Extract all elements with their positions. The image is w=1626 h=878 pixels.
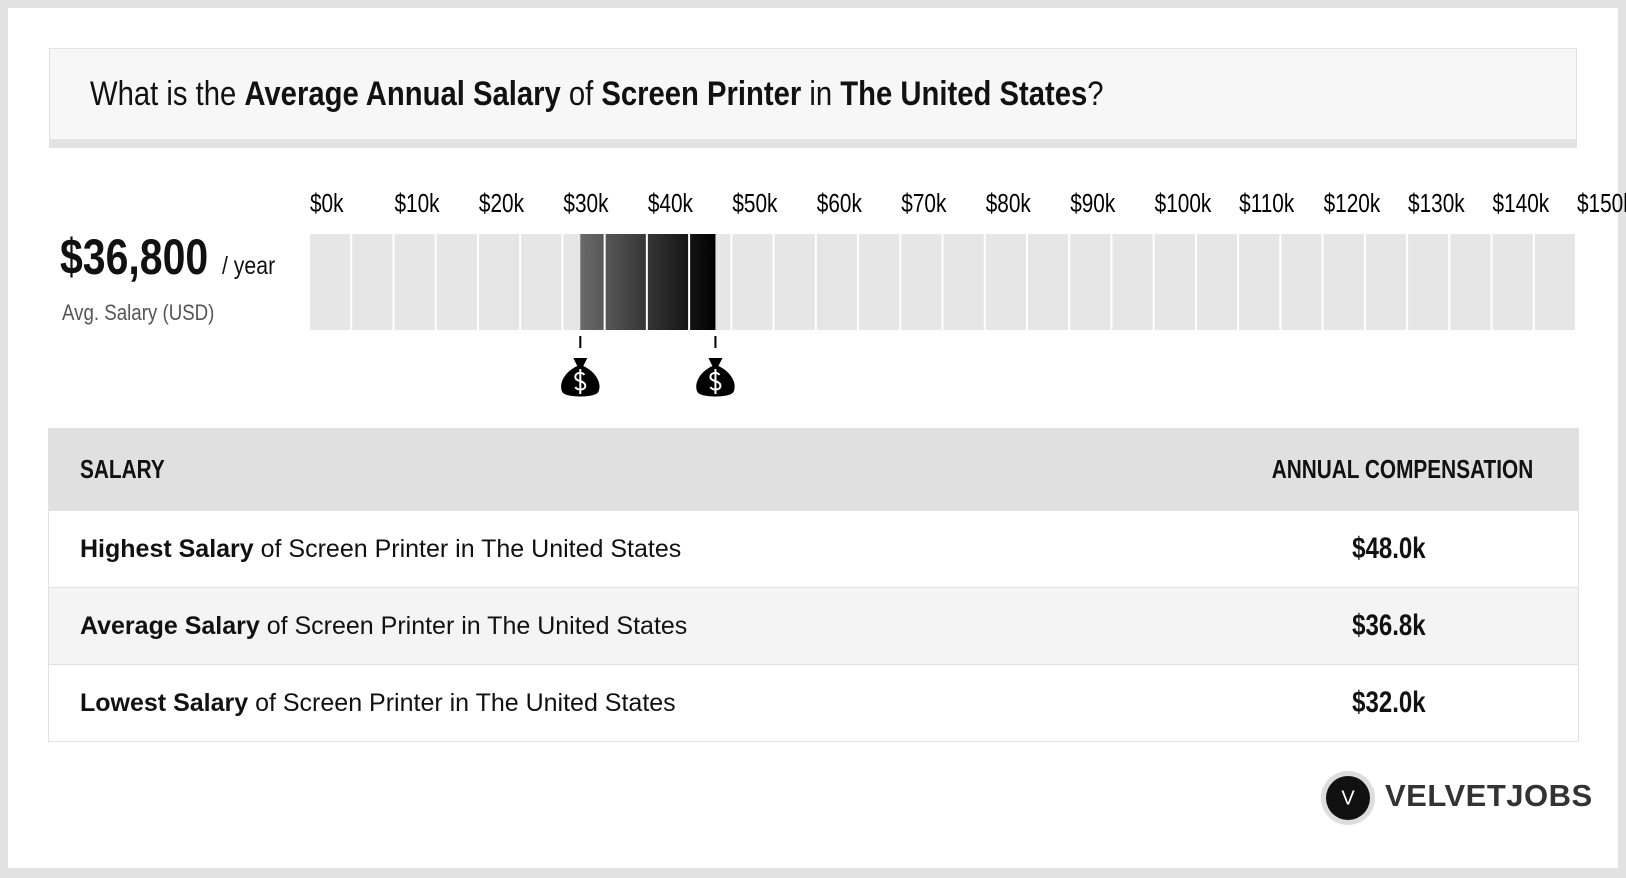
tick-label: $90k [1070,189,1115,218]
tick-label: $70k [901,189,946,218]
bar-cell [774,234,815,330]
tick-label: $20k [479,189,524,218]
table-header: SALARY ANNUAL COMPENSATION [49,429,1578,510]
title-text: of [560,75,602,113]
bar-cell [478,234,520,330]
tick-label: $0k [310,189,344,218]
row-label: of Screen Printer in The United States [253,535,682,563]
row-label: of Screen Printer in The United States [259,612,688,640]
tick-label: $60k [817,189,862,218]
bar-cell [859,234,900,330]
row-label-bold: Lowest Salary [80,689,249,717]
money-sign [574,369,587,394]
salary-range [580,234,716,330]
header-cell: SALARY [80,454,165,484]
money-sign [709,369,722,394]
title-text: in [801,75,841,113]
title-text: ? [1087,75,1104,113]
bar-cell [1154,234,1195,330]
title-text: Screen Printer [601,75,802,113]
tick-label: $130k [1408,189,1465,218]
bar-cell [1112,234,1153,330]
salary-unit: / year [222,252,276,280]
bar-cell [1450,234,1491,330]
tick-label: $40k [648,189,693,218]
tick-label: $50k [732,189,777,218]
title: What is the Average Annual Salary of Scr… [90,49,1104,139]
table-row: Lowest Salary of Screen Printer in The U… [49,664,1578,741]
bar-cell [985,234,1026,330]
bar-cell [1408,234,1449,330]
tick-label: $150k+ [1577,189,1626,218]
bar-cell [816,234,858,330]
title-text: Average Annual Salary [244,75,561,113]
header-cell: ANNUAL COMPENSATION [1271,454,1534,484]
row-value: $48.0k [1352,532,1426,565]
bar-cell [943,234,984,330]
tick-label: $30k [563,189,608,218]
tick-label: $100k [1155,189,1212,218]
tick-label: $10k [394,189,439,218]
bar-cell [1492,234,1533,330]
bar-cell [1281,234,1322,330]
row-label-bold: Average Salary [80,612,260,640]
tick-label: $120k [1324,189,1381,218]
bar-cell [310,234,351,330]
tick-label: $110k [1239,189,1294,218]
bar-cell [1027,234,1069,330]
row-value: $32.0k [1352,686,1426,719]
bar-cell [436,234,477,330]
cell-gap [645,234,648,330]
bar-cell [352,234,393,330]
logo-text: VELVETJOBS [1385,778,1593,813]
bar-cell [901,234,942,330]
avg-salary: $36,800 [60,229,209,285]
bar-cell [394,234,435,330]
header: What is the Average Annual Salary of Scr… [49,48,1577,148]
row-label-bold: Highest Salary [80,535,254,563]
bar-cell [1534,234,1575,330]
table-row: Average Salary of Screen Printer in The … [49,587,1578,664]
title-text: The United States [840,75,1088,113]
table-row: Highest Salary of Screen Printer in The … [49,510,1578,587]
bar-cell [1070,234,1111,330]
bar-cell [732,234,773,330]
row-value: $36.8k [1352,609,1426,642]
bar-cell [1323,234,1364,330]
bar-cell [521,234,562,330]
cell-gap [688,234,691,330]
bar-cell [1196,234,1238,330]
title-text: What is the [90,75,245,113]
salary-caption: Avg. Salary (USD) [62,300,215,325]
tick-label: $140k [1493,189,1550,218]
salary-bar: $0k $10k $20k $30k $40k $50k $60k $70k $80k $90k $… [310,189,1626,397]
bar-cell [1365,234,1407,330]
row-label: of Screen Printer in The United States [248,689,676,717]
salary-table: SALARY ANNUAL COMPENSATION Highest Salar… [48,428,1579,742]
bar-cell [1239,234,1280,330]
cell-gap [603,234,606,330]
tick-label: $80k [986,189,1031,218]
